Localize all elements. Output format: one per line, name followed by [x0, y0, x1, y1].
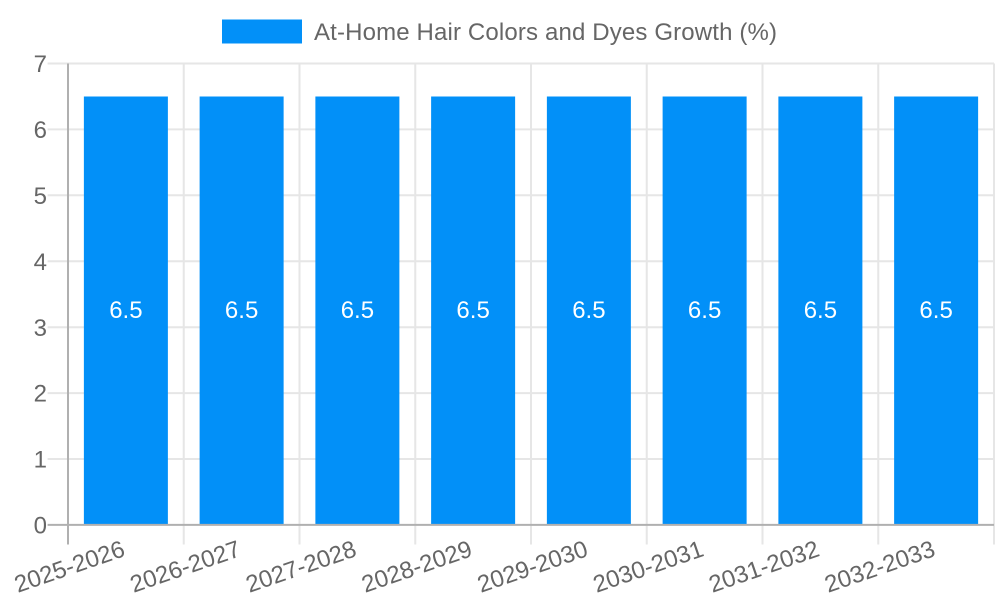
svg-text:At-Home Hair Colors and Dyes G: At-Home Hair Colors and Dyes Growth (%) [314, 19, 777, 46]
svg-text:6.5: 6.5 [341, 297, 374, 324]
svg-text:6.5: 6.5 [804, 297, 837, 324]
svg-text:3: 3 [34, 315, 47, 342]
svg-text:6.5: 6.5 [919, 297, 952, 324]
svg-text:7: 7 [34, 51, 47, 78]
svg-text:6: 6 [34, 117, 47, 144]
svg-text:6.5: 6.5 [109, 297, 142, 324]
svg-text:6.5: 6.5 [688, 297, 721, 324]
svg-text:5: 5 [34, 183, 47, 210]
svg-text:1: 1 [34, 447, 47, 474]
svg-text:0: 0 [34, 513, 47, 540]
svg-text:4: 4 [34, 249, 47, 276]
svg-text:6.5: 6.5 [456, 297, 489, 324]
svg-text:6.5: 6.5 [572, 297, 605, 324]
svg-text:6.5: 6.5 [225, 297, 258, 324]
svg-text:2: 2 [34, 381, 47, 408]
